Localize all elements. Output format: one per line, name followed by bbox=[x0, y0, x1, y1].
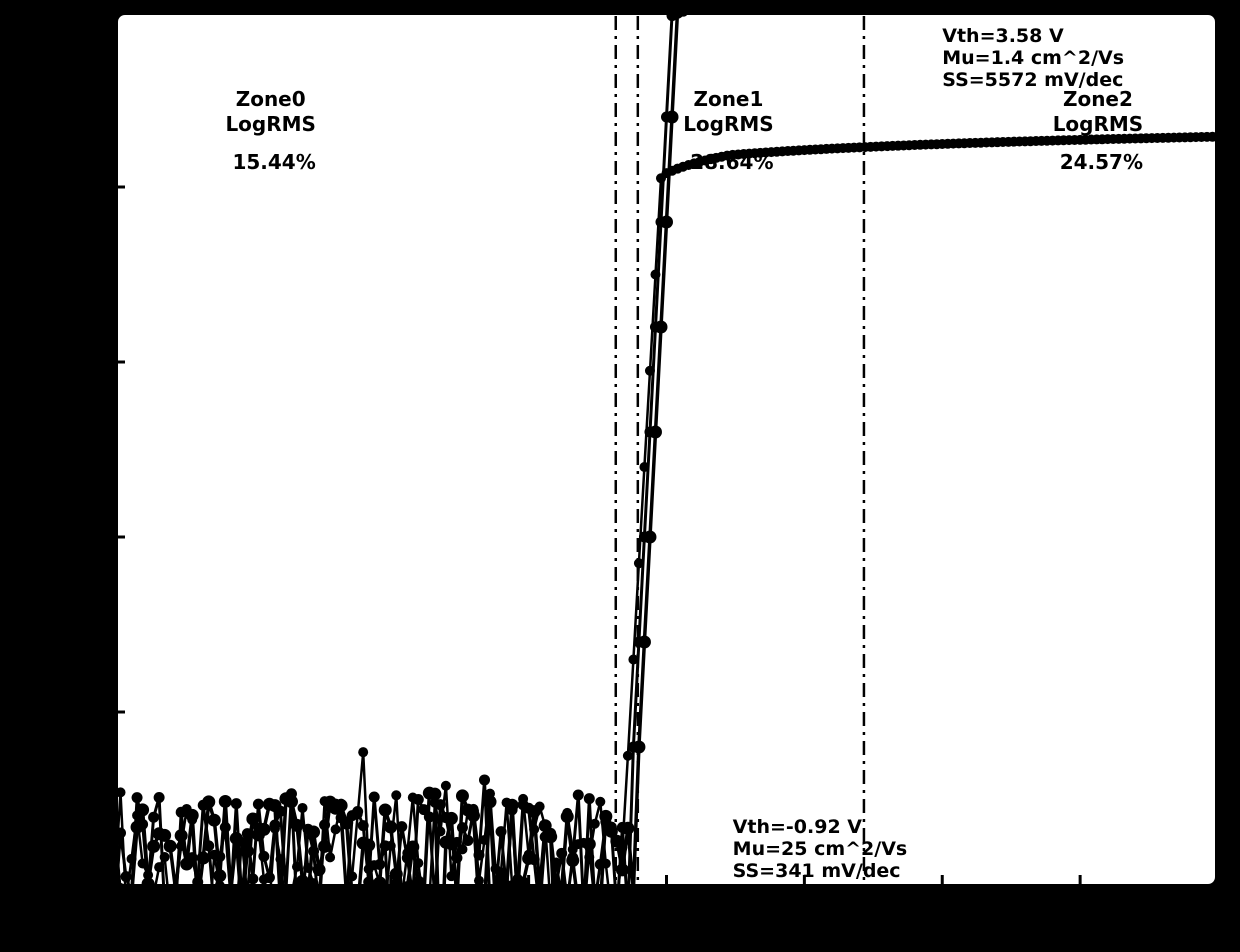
zone0-value: 15.44% bbox=[232, 150, 315, 174]
zone1-metric: LogRMS bbox=[683, 112, 774, 136]
svg-text:1e-06: 1e-06 bbox=[39, 175, 103, 199]
zone2-value: 24.57% bbox=[1060, 150, 1143, 174]
ann-bm-1: Mu=25 cm^2/Vs bbox=[733, 838, 908, 860]
y-axis-label: Drain Current [A] bbox=[45, 360, 69, 555]
zone0-metric: LogRMS bbox=[225, 112, 316, 136]
ann-tr-1: Mu=1.4 cm^2/Vs bbox=[942, 47, 1124, 69]
zone1-name: Zone1 bbox=[693, 87, 763, 111]
zone0-header: Zone0 LogRMS bbox=[225, 87, 316, 137]
svg-text:1e-14: 1e-14 bbox=[39, 875, 103, 899]
svg-text:1e-12: 1e-12 bbox=[39, 700, 103, 724]
zone2-header: Zone2 LogRMS bbox=[1053, 87, 1144, 137]
ann-tr-2: SS=5572 mV/dec bbox=[942, 69, 1123, 91]
zone1-value: 28.64% bbox=[690, 150, 773, 174]
zone0-name: Zone0 bbox=[236, 87, 306, 111]
zone1-header: Zone1 LogRMS bbox=[683, 87, 774, 137]
ann-bm-0: Vth=-0.92 V bbox=[733, 816, 862, 838]
chart-svg: 1e-141e-121e-101e-081e-061e-04 bbox=[0, 0, 1240, 952]
ann-bm-2: SS=341 mV/dec bbox=[733, 860, 901, 882]
chart-page: 1e-141e-121e-101e-081e-061e-04 Drain Cur… bbox=[0, 0, 1240, 952]
zone2-metric: LogRMS bbox=[1053, 112, 1144, 136]
svg-text:1e-04: 1e-04 bbox=[39, 0, 103, 24]
annotation-top-right: Vth=3.58 V Mu=1.4 cm^2/Vs SS=5572 mV/dec bbox=[942, 26, 1124, 92]
ann-tr-0: Vth=3.58 V bbox=[942, 25, 1063, 47]
annotation-bottom-mid: Vth=-0.92 V Mu=25 cm^2/Vs SS=341 mV/dec bbox=[733, 817, 908, 883]
